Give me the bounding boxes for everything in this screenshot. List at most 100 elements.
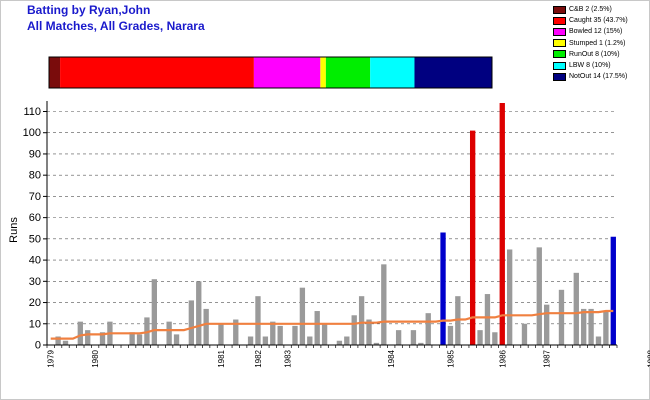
x-year-label: 1985 bbox=[446, 349, 455, 367]
legend-item: Bowled 12 (15%) bbox=[553, 26, 628, 37]
dismissal-segment bbox=[414, 57, 492, 88]
y-tick-label: 70 bbox=[29, 191, 41, 203]
run-bar bbox=[270, 321, 276, 345]
x-year-label: 1987 bbox=[543, 349, 552, 367]
legend-swatch bbox=[553, 72, 566, 81]
run-bar bbox=[373, 342, 380, 345]
run-bar bbox=[477, 330, 483, 345]
y-tick-label: 90 bbox=[29, 148, 41, 160]
legend-label: RunOut 8 (10%) bbox=[569, 50, 620, 58]
run-bar bbox=[492, 332, 498, 345]
run-bar bbox=[62, 340, 69, 345]
y-tick-label: 100 bbox=[23, 127, 41, 139]
legend-item: NotOut 14 (17.5%) bbox=[553, 71, 628, 82]
run-bar bbox=[314, 311, 320, 345]
run-bar bbox=[129, 332, 135, 345]
run-bar bbox=[173, 334, 180, 345]
run-bar bbox=[77, 321, 83, 345]
y-tick-label: 40 bbox=[29, 255, 41, 267]
dismissal-bar-outline bbox=[48, 56, 493, 89]
run-bar bbox=[321, 323, 328, 345]
run-bar bbox=[410, 330, 417, 345]
chart-subtitle: All Matches, All Grades, Narara bbox=[27, 19, 205, 33]
chart-title: Batting by Ryan,John bbox=[27, 3, 151, 17]
run-bar bbox=[395, 330, 402, 345]
legend-swatch bbox=[553, 39, 566, 48]
run-bar bbox=[292, 325, 298, 345]
legend-label: Bowled 12 (15%) bbox=[569, 28, 623, 36]
y-axis-label: Runs bbox=[8, 217, 20, 243]
legend-label: Stumped 1 (1.2%) bbox=[569, 39, 626, 47]
legend-item: RunOut 8 (10%) bbox=[553, 49, 628, 60]
legend-swatch bbox=[553, 61, 566, 70]
legend-swatch bbox=[553, 50, 566, 59]
run-bar bbox=[136, 334, 143, 345]
y-tick-label: 60 bbox=[29, 212, 41, 224]
run-bar bbox=[536, 247, 542, 345]
legend-item: C&B 2 (2.5%) bbox=[553, 4, 628, 15]
run-bar bbox=[521, 323, 528, 345]
legend-swatch bbox=[553, 16, 566, 25]
run-bar bbox=[440, 232, 446, 345]
run-bar bbox=[351, 315, 357, 345]
dismissal-legend: C&B 2 (2.5%) Caught 35 (43.7%) Bowled 12 (… bbox=[553, 4, 628, 82]
legend-swatch bbox=[553, 27, 566, 36]
run-bar bbox=[218, 323, 224, 345]
run-bar bbox=[366, 319, 372, 345]
run-bar bbox=[247, 336, 254, 345]
legend-item: LBW 8 (10%) bbox=[553, 60, 628, 71]
run-bar bbox=[588, 308, 594, 345]
legend-item: Stumped 1 (1.2%) bbox=[553, 38, 628, 49]
legend-label: LBW 8 (10%) bbox=[569, 62, 611, 70]
dismissal-segment bbox=[320, 57, 326, 88]
y-tick-label: 80 bbox=[29, 170, 41, 182]
y-tick-label: 50 bbox=[29, 233, 41, 245]
average-line bbox=[50, 309, 614, 340]
run-bar bbox=[203, 308, 209, 345]
run-bar bbox=[99, 332, 106, 345]
x-year-label: 1984 bbox=[387, 349, 396, 367]
run-bar bbox=[499, 103, 505, 345]
run-bar bbox=[558, 289, 565, 345]
legend-item: Caught 35 (43.7%) bbox=[553, 15, 628, 26]
run-bar bbox=[307, 336, 313, 345]
run-bar bbox=[581, 308, 587, 345]
run-bar bbox=[55, 336, 61, 345]
dismissal-segment bbox=[49, 57, 61, 88]
run-bar bbox=[447, 325, 454, 345]
dismissal-segment bbox=[253, 57, 321, 88]
dismissal-segment bbox=[325, 57, 371, 88]
run-bar bbox=[255, 296, 261, 345]
run-bar bbox=[85, 330, 91, 345]
run-bar bbox=[484, 294, 491, 345]
y-tick-label: 10 bbox=[29, 318, 41, 330]
dismissal-segment bbox=[370, 57, 415, 88]
x-year-label: 1988 bbox=[646, 349, 650, 367]
dismissal-segment bbox=[60, 57, 254, 88]
x-year-label: 1982 bbox=[254, 349, 263, 367]
run-bar bbox=[151, 279, 158, 345]
run-bar bbox=[610, 236, 616, 345]
run-bar bbox=[506, 249, 513, 345]
x-year-label: 1981 bbox=[217, 349, 226, 367]
run-bar bbox=[469, 130, 476, 345]
legend-swatch bbox=[553, 5, 566, 14]
legend-label: C&B 2 (2.5%) bbox=[569, 6, 612, 14]
run-bar bbox=[425, 313, 431, 345]
run-bar bbox=[299, 287, 306, 345]
run-bar bbox=[196, 281, 202, 345]
run-bar bbox=[603, 311, 609, 345]
legend-label: Caught 35 (43.7%) bbox=[569, 17, 628, 25]
run-bar bbox=[595, 336, 602, 345]
run-bar bbox=[418, 342, 424, 345]
run-bar bbox=[336, 340, 343, 345]
run-bar bbox=[344, 336, 350, 345]
run-bar bbox=[277, 325, 283, 345]
run-bar bbox=[166, 321, 172, 345]
y-tick-label: 110 bbox=[23, 106, 41, 118]
x-year-label: 1979 bbox=[47, 349, 56, 367]
run-bar bbox=[573, 272, 579, 345]
run-bar bbox=[188, 300, 195, 345]
x-year-label: 1986 bbox=[498, 349, 507, 367]
